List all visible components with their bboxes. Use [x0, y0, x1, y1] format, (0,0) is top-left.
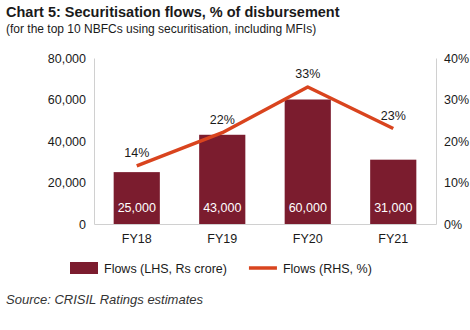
data-label: 22% [210, 113, 235, 127]
title: Chart 5: Securitisation flows, % of disb… [6, 4, 340, 20]
tick-label: 20% [444, 135, 469, 149]
subtitle: (for the top 10 NBFCs using securitisati… [6, 22, 316, 36]
chart: Chart 5: Securitisation flows, % of disb… [0, 0, 470, 330]
x-axis: FY18 FY19 FY20 FY21 [95, 224, 437, 246]
tick: 0 [79, 218, 94, 232]
tick: 20% [436, 135, 469, 149]
tick-label: 60,000 [48, 93, 86, 107]
tick-label: 40,000 [48, 135, 86, 149]
bar [199, 135, 245, 224]
bar [285, 100, 331, 225]
tick-label: FY18 [122, 232, 152, 246]
data-label: 25,000 [118, 201, 156, 215]
legend: Flows (LHS, Rs crore) Flows (RHS, %) [70, 262, 372, 276]
y2-axis: 0% 10% 20% 30% 40% [436, 52, 469, 232]
bar [370, 160, 416, 224]
tick-label: 40% [444, 52, 469, 66]
tick: FY20 [293, 224, 323, 246]
data-label: 60,000 [289, 201, 327, 215]
legend-item: Flows (RHS, %) [249, 262, 372, 276]
x-axis-line [95, 224, 437, 225]
data-label: 31,000 [374, 201, 412, 215]
data-label: 33% [295, 67, 320, 81]
line [137, 87, 394, 166]
tick-label: 30% [444, 93, 469, 107]
source: Source: CRISIL Ratings estimates [6, 292, 204, 307]
legend-label: Flows (RHS, %) [283, 262, 372, 276]
tick-label: FY21 [378, 232, 408, 246]
tick: 60,000 [48, 93, 94, 107]
tick: 40,000 [48, 135, 94, 149]
legend-swatch [249, 266, 277, 270]
legend-swatch [70, 262, 98, 274]
tick: 10% [436, 176, 469, 190]
tick: 0% [436, 218, 462, 232]
tick-label: 20,000 [48, 176, 86, 190]
y2-axis-line [436, 59, 437, 225]
tick-label: 80,000 [48, 52, 86, 66]
tick-label: FY19 [207, 232, 237, 246]
marks [114, 87, 417, 224]
tick: FY21 [378, 224, 408, 246]
legend-label: Flows (LHS, Rs crore) [104, 262, 227, 276]
tick-label: 0% [444, 218, 462, 232]
data-labels: 25,000 43,000 60,000 31,000 14% 22% 33% 23% [118, 67, 413, 215]
data-label: 14% [124, 146, 149, 160]
tick-label: FY20 [293, 232, 323, 246]
tick: 30% [436, 93, 469, 107]
y-axis: 0 20,000 40,000 60,000 80,000 [48, 52, 95, 232]
tick: 20,000 [48, 176, 94, 190]
tick-label: 0 [79, 218, 86, 232]
tick: FY18 [122, 224, 152, 246]
legend-item: Flows (LHS, Rs crore) [70, 262, 227, 276]
tick: 80,000 [48, 52, 94, 66]
y-axis-line [94, 59, 95, 225]
tick-label: 10% [444, 176, 469, 190]
tick: 40% [436, 52, 469, 66]
tick: FY19 [207, 224, 237, 246]
data-label: 23% [381, 109, 406, 123]
data-label: 43,000 [203, 201, 241, 215]
bar [114, 172, 160, 224]
